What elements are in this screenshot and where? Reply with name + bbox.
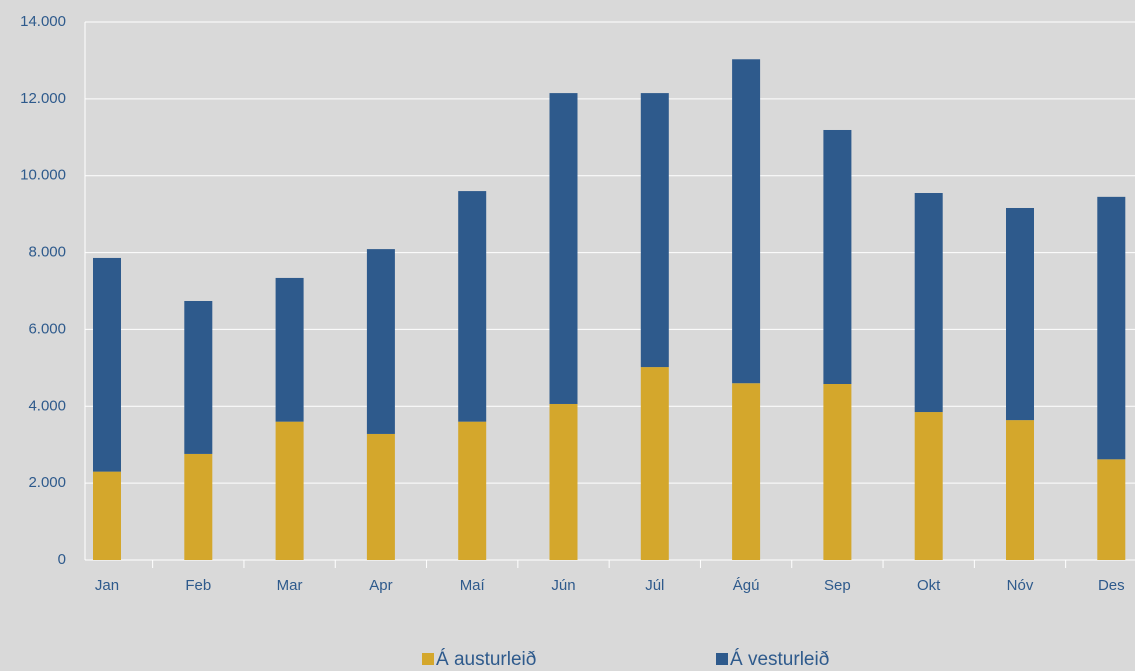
x-tick-label: Des: [1098, 577, 1125, 594]
legend-swatch: [422, 653, 434, 665]
x-tick-label: Feb: [185, 577, 211, 594]
x-tick-label: Ágú: [733, 577, 760, 594]
bar: [1006, 207, 1034, 421]
legend-swatch: [716, 653, 728, 665]
x-tick-label: Jan: [95, 577, 119, 594]
bar: [1006, 420, 1034, 560]
y-tick-label: 14.000: [20, 13, 66, 30]
bar: [1097, 459, 1126, 560]
bar: [732, 383, 761, 560]
bar: [458, 421, 487, 560]
bar: [93, 471, 121, 560]
y-tick-label: 0: [58, 551, 66, 568]
x-tick-label: Sep: [824, 577, 851, 594]
bar: [1097, 196, 1126, 460]
bar: [823, 383, 852, 560]
bar: [366, 249, 395, 434]
bar: [275, 277, 304, 422]
bar: [366, 433, 395, 560]
bar: [184, 300, 213, 454]
y-tick-label: 6.000: [28, 320, 66, 337]
bar: [549, 93, 578, 404]
legend-label: Á austurleið: [436, 649, 536, 670]
bar: [914, 193, 943, 413]
x-tick-label: Maí: [460, 577, 486, 594]
y-tick-label: 4.000: [28, 397, 66, 414]
x-tick-label: Okt: [917, 577, 941, 594]
x-tick-label: Nóv: [1007, 577, 1034, 594]
bar: [640, 93, 669, 368]
bar: [732, 59, 761, 384]
x-tick-label: Apr: [369, 577, 392, 594]
bar: [640, 367, 669, 560]
bar: [93, 257, 121, 472]
legend-label: Á vesturleið: [730, 649, 829, 670]
y-tick-label: 12.000: [20, 90, 66, 107]
x-tick-label: Mar: [277, 577, 303, 594]
bar: [458, 191, 487, 422]
bar: [549, 403, 578, 560]
bar: [823, 129, 852, 384]
bar: [275, 421, 304, 560]
bar: [914, 412, 943, 560]
y-tick-label: 10.000: [20, 167, 66, 184]
y-tick-label: 8.000: [28, 244, 66, 261]
bar: [184, 453, 213, 560]
x-tick-label: Júl: [645, 577, 664, 594]
x-tick-label: Jún: [551, 577, 575, 594]
y-tick-label: 2.000: [28, 474, 66, 491]
